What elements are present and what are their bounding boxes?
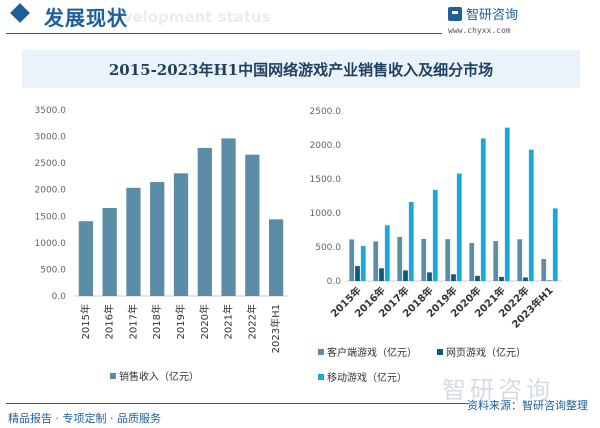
x-tick-label: 2021年 — [222, 304, 235, 339]
bar-web — [379, 268, 384, 281]
legend-swatch — [318, 374, 324, 380]
legend-label: 客户端游戏（亿元） — [327, 346, 417, 359]
bar-mobile — [456, 173, 462, 281]
bar-web — [403, 270, 408, 281]
bar-web — [475, 275, 480, 281]
bar-web — [523, 277, 528, 281]
x-tick-label: 2018年 — [150, 304, 163, 339]
bar-client — [421, 238, 427, 281]
bar-mobile — [552, 208, 558, 281]
y-tick-label: 2500.0 — [310, 107, 342, 117]
brand-url: www.chyxx.com — [448, 26, 511, 35]
x-tick-label: 2017年 — [126, 304, 139, 339]
y-tick-label: 2000.0 — [35, 186, 67, 196]
bar-web — [355, 266, 360, 281]
bar-sales-revenue — [173, 173, 189, 296]
bar-mobile — [360, 246, 366, 281]
bar-sales-revenue — [268, 219, 284, 296]
bar-mobile — [408, 202, 414, 281]
brand-name: 智研咨询 — [466, 8, 519, 23]
bar-client — [397, 236, 403, 281]
bar-web — [451, 274, 456, 281]
bar-client — [469, 242, 475, 281]
x-tick-label: 2022年 — [245, 304, 258, 339]
bar-mobile — [432, 189, 438, 281]
bar-web — [427, 272, 432, 281]
y-tick-label: 1000.0 — [310, 209, 342, 219]
footer-divider — [6, 403, 468, 404]
y-tick-label: 1500.0 — [310, 175, 342, 185]
y-tick-label: 3500.0 — [35, 106, 67, 116]
x-tick-label: 2019年 — [174, 304, 187, 339]
bar-mobile — [504, 127, 510, 281]
chart-title: 2015-2023年H1中国网络游戏产业销售收入及细分市场 — [22, 50, 580, 88]
x-tick-label: 2015年 — [79, 304, 92, 339]
bar-sales-revenue — [245, 154, 260, 296]
bar-sales-revenue — [78, 221, 94, 296]
legend-label: 网页游戏（亿元） — [446, 346, 526, 359]
bar-mobile — [528, 149, 534, 281]
bar-sales-revenue — [221, 138, 236, 296]
bar-web — [499, 276, 504, 281]
bar-web — [547, 280, 552, 281]
y-tick-label: 3000.0 — [35, 133, 67, 143]
legend-label: 移动游戏（亿元） — [327, 371, 407, 384]
y-tick-label: 0.0 — [327, 277, 342, 287]
x-tick-label: 2016年 — [103, 304, 116, 339]
x-tick-label: 2020年 — [198, 304, 211, 339]
footer-slogan: 精品报告 · 专项定制 · 品质服务 — [8, 412, 161, 425]
y-tick-label: 2000.0 — [310, 141, 342, 151]
bar-client — [517, 239, 523, 281]
legend-swatch — [110, 373, 116, 379]
brand-logo: 智研咨询 — [448, 4, 518, 23]
y-tick-label: 500.0 — [315, 243, 341, 253]
watermark: 智研咨询 — [442, 376, 554, 404]
bar-client — [493, 241, 499, 281]
y-tick-label: 1000.0 — [35, 239, 67, 249]
header-title: 发展现状 — [44, 6, 128, 30]
bar-client — [349, 239, 355, 281]
x-tick-label: 2023年H1 — [269, 304, 282, 353]
legend-swatch — [437, 349, 443, 355]
y-tick-label: 500.0 — [40, 265, 66, 275]
legend-swatch — [318, 349, 324, 355]
source-note: 资料来源：智研咨询整理 — [467, 399, 588, 412]
y-tick-label: 1500.0 — [35, 212, 67, 222]
y-tick-label: 2500.0 — [35, 159, 67, 169]
legend-label: 销售收入（亿元） — [119, 370, 199, 383]
brand-logo-icon — [448, 6, 462, 21]
bar-sales-revenue — [102, 208, 117, 296]
header-divider — [6, 33, 442, 34]
bar-sales-revenue — [126, 187, 141, 296]
bar-sales-revenue — [197, 147, 212, 296]
bar-sales-revenue — [150, 182, 165, 296]
y-tick-label: 0.0 — [52, 292, 67, 302]
bar-client — [373, 241, 379, 281]
bar-mobile — [384, 225, 390, 281]
bar-mobile — [480, 138, 486, 281]
bar-client — [541, 258, 547, 281]
bar-client — [445, 239, 451, 281]
